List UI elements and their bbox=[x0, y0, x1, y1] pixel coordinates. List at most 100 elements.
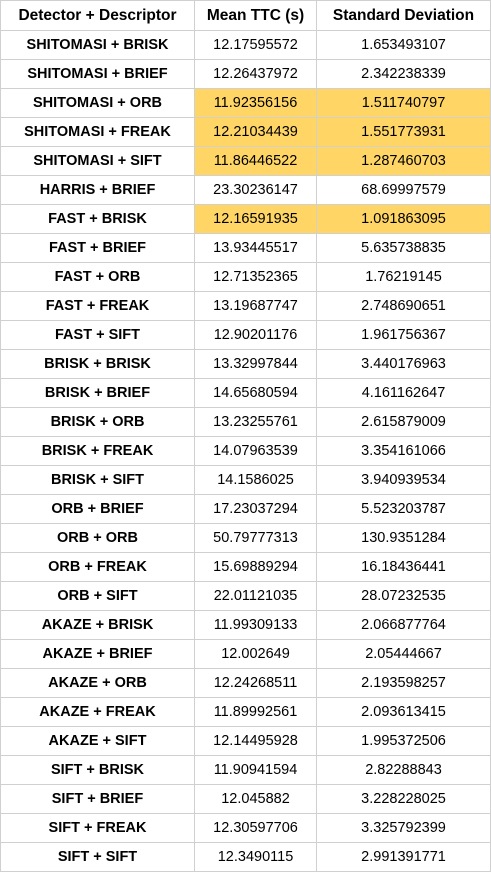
cell-standard-deviation[interactable]: 3.940939534 bbox=[316, 465, 491, 495]
cell-standard-deviation[interactable]: 3.228228025 bbox=[316, 784, 491, 814]
cell-detector-descriptor[interactable]: BRISK + BRISK bbox=[0, 349, 195, 379]
cell-detector-descriptor[interactable]: ORB + SIFT bbox=[0, 581, 195, 611]
cell-standard-deviation[interactable]: 1.995372506 bbox=[316, 726, 491, 756]
cell-standard-deviation[interactable]: 2.991391771 bbox=[316, 842, 491, 872]
cell-standard-deviation[interactable]: 1.287460703 bbox=[316, 146, 491, 176]
cell-detector-descriptor[interactable]: FAST + BRIEF bbox=[0, 233, 195, 263]
cell-mean-ttc[interactable]: 12.14495928 bbox=[194, 726, 317, 756]
cell-mean-ttc[interactable]: 11.86446522 bbox=[194, 146, 317, 176]
cell-mean-ttc[interactable]: 12.26437972 bbox=[194, 59, 317, 89]
cell-detector-descriptor[interactable]: HARRIS + BRIEF bbox=[0, 175, 195, 205]
cell-detector-descriptor[interactable]: FAST + BRISK bbox=[0, 204, 195, 234]
cell-standard-deviation[interactable]: 1.551773931 bbox=[316, 117, 491, 147]
cell-standard-deviation[interactable]: 3.325792399 bbox=[316, 813, 491, 843]
cell-standard-deviation[interactable]: 1.653493107 bbox=[316, 30, 491, 60]
cell-mean-ttc[interactable]: 15.69889294 bbox=[194, 552, 317, 582]
cell-detector-descriptor[interactable]: FAST + FREAK bbox=[0, 291, 195, 321]
cell-standard-deviation[interactable]: 28.07232535 bbox=[316, 581, 491, 611]
cell-detector-descriptor[interactable]: SHITOMASI + FREAK bbox=[0, 117, 195, 147]
cell-mean-ttc[interactable]: 14.1586025 bbox=[194, 465, 317, 495]
cell-mean-ttc[interactable]: 12.71352365 bbox=[194, 262, 317, 292]
cell-mean-ttc[interactable]: 12.16591935 bbox=[194, 204, 317, 234]
cell-detector-descriptor[interactable]: ORB + ORB bbox=[0, 523, 195, 553]
cell-mean-ttc[interactable]: 12.002649 bbox=[194, 639, 317, 669]
header-mean-ttc[interactable]: Mean TTC (s) bbox=[194, 0, 317, 31]
cell-standard-deviation[interactable]: 2.615879009 bbox=[316, 407, 491, 437]
cell-standard-deviation[interactable]: 3.440176963 bbox=[316, 349, 491, 379]
cell-detector-descriptor[interactable]: SIFT + BRISK bbox=[0, 755, 195, 785]
cell-standard-deviation[interactable]: 2.748690651 bbox=[316, 291, 491, 321]
table-row: BRISK + BRIEF 14.65680594 4.161162647 bbox=[0, 378, 491, 408]
cell-standard-deviation[interactable]: 1.961756367 bbox=[316, 320, 491, 350]
cell-mean-ttc[interactable]: 17.23037294 bbox=[194, 494, 317, 524]
cell-mean-ttc[interactable]: 14.65680594 bbox=[194, 378, 317, 408]
table-row: AKAZE + BRISK 11.99309133 2.066877764 bbox=[0, 610, 491, 640]
cell-standard-deviation[interactable]: 1.511740797 bbox=[316, 88, 491, 118]
cell-detector-descriptor[interactable]: BRISK + BRIEF bbox=[0, 378, 195, 408]
cell-mean-ttc[interactable]: 12.3490115 bbox=[194, 842, 317, 872]
cell-detector-descriptor[interactable]: AKAZE + FREAK bbox=[0, 697, 195, 727]
cell-mean-ttc[interactable]: 12.24268511 bbox=[194, 668, 317, 698]
cell-mean-ttc[interactable]: 23.30236147 bbox=[194, 175, 317, 205]
table-row: ORB + BRIEF 17.23037294 5.523203787 bbox=[0, 494, 491, 524]
cell-detector-descriptor[interactable]: SHITOMASI + BRISK bbox=[0, 30, 195, 60]
cell-detector-descriptor[interactable]: AKAZE + SIFT bbox=[0, 726, 195, 756]
cell-detector-descriptor[interactable]: AKAZE + BRISK bbox=[0, 610, 195, 640]
cell-detector-descriptor[interactable]: SIFT + BRIEF bbox=[0, 784, 195, 814]
cell-mean-ttc[interactable]: 13.32997844 bbox=[194, 349, 317, 379]
cell-detector-descriptor[interactable]: BRISK + SIFT bbox=[0, 465, 195, 495]
cell-mean-ttc[interactable]: 12.90201176 bbox=[194, 320, 317, 350]
cell-detector-descriptor[interactable]: FAST + SIFT bbox=[0, 320, 195, 350]
cell-detector-descriptor[interactable]: BRISK + ORB bbox=[0, 407, 195, 437]
cell-mean-ttc[interactable]: 12.045882 bbox=[194, 784, 317, 814]
header-standard-deviation[interactable]: Standard Deviation bbox=[316, 0, 491, 31]
cell-standard-deviation[interactable]: 5.523203787 bbox=[316, 494, 491, 524]
cell-detector-descriptor[interactable]: SIFT + SIFT bbox=[0, 842, 195, 872]
cell-mean-ttc[interactable]: 11.90941594 bbox=[194, 755, 317, 785]
cell-mean-ttc[interactable]: 12.21034439 bbox=[194, 117, 317, 147]
cell-standard-deviation[interactable]: 68.69997579 bbox=[316, 175, 491, 205]
cell-mean-ttc[interactable]: 22.01121035 bbox=[194, 581, 317, 611]
cell-standard-deviation[interactable]: 3.354161066 bbox=[316, 436, 491, 466]
cell-standard-deviation[interactable]: 2.342238339 bbox=[316, 59, 491, 89]
cell-standard-deviation[interactable]: 2.066877764 bbox=[316, 610, 491, 640]
cell-detector-descriptor[interactable]: FAST + ORB bbox=[0, 262, 195, 292]
cell-detector-descriptor[interactable]: AKAZE + ORB bbox=[0, 668, 195, 698]
cell-standard-deviation[interactable]: 1.76219145 bbox=[316, 262, 491, 292]
cell-standard-deviation[interactable]: 130.9351284 bbox=[316, 523, 491, 553]
cell-mean-ttc[interactable]: 11.92356156 bbox=[194, 88, 317, 118]
cell-standard-deviation[interactable]: 2.093613415 bbox=[316, 697, 491, 727]
cell-detector-descriptor[interactable]: ORB + BRIEF bbox=[0, 494, 195, 524]
table-row: SHITOMASI + FREAK 12.21034439 1.551773931 bbox=[0, 117, 491, 147]
table-row: ORB + ORB 50.79777313 130.9351284 bbox=[0, 523, 491, 553]
cell-mean-ttc[interactable]: 12.17595572 bbox=[194, 30, 317, 60]
table-row: FAST + ORB 12.71352365 1.76219145 bbox=[0, 262, 491, 292]
cell-mean-ttc[interactable]: 13.93445517 bbox=[194, 233, 317, 263]
header-row: Detector + Descriptor Mean TTC (s) Stand… bbox=[0, 0, 491, 31]
table-row: ORB + FREAK 15.69889294 16.18436441 bbox=[0, 552, 491, 582]
cell-detector-descriptor[interactable]: ORB + FREAK bbox=[0, 552, 195, 582]
cell-standard-deviation[interactable]: 5.635738835 bbox=[316, 233, 491, 263]
cell-standard-deviation[interactable]: 2.05444667 bbox=[316, 639, 491, 669]
cell-detector-descriptor[interactable]: SHITOMASI + ORB bbox=[0, 88, 195, 118]
cell-mean-ttc[interactable]: 13.23255761 bbox=[194, 407, 317, 437]
cell-mean-ttc[interactable]: 50.79777313 bbox=[194, 523, 317, 553]
cell-detector-descriptor[interactable]: AKAZE + BRIEF bbox=[0, 639, 195, 669]
cell-detector-descriptor[interactable]: SHITOMASI + BRIEF bbox=[0, 59, 195, 89]
cell-mean-ttc[interactable]: 11.99309133 bbox=[194, 610, 317, 640]
cell-standard-deviation[interactable]: 2.193598257 bbox=[316, 668, 491, 698]
table-row: FAST + BRISK 12.16591935 1.091863095 bbox=[0, 204, 491, 234]
cell-standard-deviation[interactable]: 1.091863095 bbox=[316, 204, 491, 234]
cell-mean-ttc[interactable]: 14.07963539 bbox=[194, 436, 317, 466]
cell-mean-ttc[interactable]: 13.19687747 bbox=[194, 291, 317, 321]
cell-mean-ttc[interactable]: 11.89992561 bbox=[194, 697, 317, 727]
cell-detector-descriptor[interactable]: SHITOMASI + SIFT bbox=[0, 146, 195, 176]
cell-detector-descriptor[interactable]: SIFT + FREAK bbox=[0, 813, 195, 843]
cell-standard-deviation[interactable]: 16.18436441 bbox=[316, 552, 491, 582]
header-detector-descriptor[interactable]: Detector + Descriptor bbox=[0, 0, 195, 31]
cell-detector-descriptor[interactable]: BRISK + FREAK bbox=[0, 436, 195, 466]
table-row: FAST + BRIEF 13.93445517 5.635738835 bbox=[0, 233, 491, 263]
cell-mean-ttc[interactable]: 12.30597706 bbox=[194, 813, 317, 843]
cell-standard-deviation[interactable]: 2.82288843 bbox=[316, 755, 491, 785]
cell-standard-deviation[interactable]: 4.161162647 bbox=[316, 378, 491, 408]
